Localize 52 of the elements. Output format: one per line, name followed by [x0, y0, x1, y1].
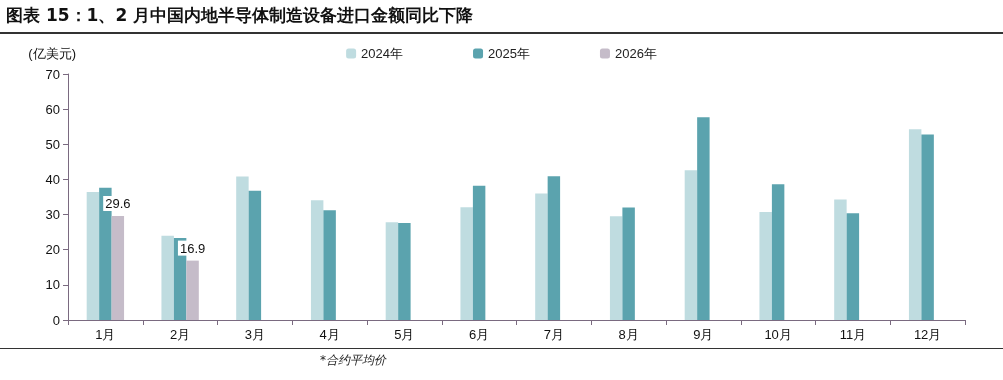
data-label: 16.9	[179, 240, 206, 256]
x-tick-label: 12月	[913, 327, 942, 342]
bar	[111, 215, 125, 320]
x-tick-label: 5月	[394, 327, 415, 342]
x-tick-label: 10月	[764, 327, 792, 342]
y-tick-label: 60	[45, 101, 60, 117]
bar	[460, 207, 473, 320]
bar	[248, 190, 262, 320]
bar	[759, 212, 772, 320]
bar	[921, 134, 934, 320]
bar	[535, 193, 548, 320]
y-axis-title: (亿美元)	[28, 46, 76, 61]
bar	[547, 176, 561, 320]
y-tick-label: 10	[45, 277, 60, 293]
y-tick-label: 50	[45, 136, 60, 152]
x-tick-label: 9月	[693, 327, 714, 342]
bar	[609, 216, 623, 320]
bar	[385, 222, 399, 320]
x-tick-label: 4月	[319, 327, 340, 342]
data-label: 29.6	[105, 195, 131, 211]
bar	[161, 235, 174, 320]
bar	[323, 210, 336, 320]
bar	[236, 176, 249, 320]
legend-label: 2024年	[361, 46, 404, 61]
y-tick-label: 20	[45, 242, 60, 258]
x-tick-label: 6月	[469, 327, 490, 342]
legend-label: 2025年	[488, 46, 530, 61]
bar	[908, 129, 922, 320]
x-tick-label: 7月	[543, 327, 564, 342]
y-tick-label: 40	[45, 171, 60, 187]
bar	[622, 207, 635, 320]
bar	[86, 192, 100, 320]
x-tick-label: 3月	[244, 327, 265, 342]
bar	[684, 170, 698, 320]
y-tick-label: 30	[45, 207, 60, 223]
bar	[834, 199, 847, 320]
legend-label: 2026年	[614, 46, 657, 61]
chart-title: 图表 15：1、2 月中国内地半导体制造设备进口金额同比下降	[6, 4, 474, 27]
bar	[472, 185, 486, 320]
x-tick-label: 11月	[839, 327, 867, 342]
bar	[846, 213, 860, 320]
y-tick-label: 70	[45, 66, 60, 82]
x-tick-label: 2月	[170, 327, 191, 342]
bar	[771, 184, 785, 320]
bar	[186, 260, 199, 320]
x-tick-label: 8月	[618, 327, 639, 342]
x-tick-label: 1月	[95, 327, 116, 342]
bar	[398, 223, 411, 320]
bar	[310, 200, 324, 320]
y-tick-label: 0	[52, 312, 60, 328]
text: *合约平均价	[320, 352, 386, 369]
bar	[697, 117, 710, 320]
